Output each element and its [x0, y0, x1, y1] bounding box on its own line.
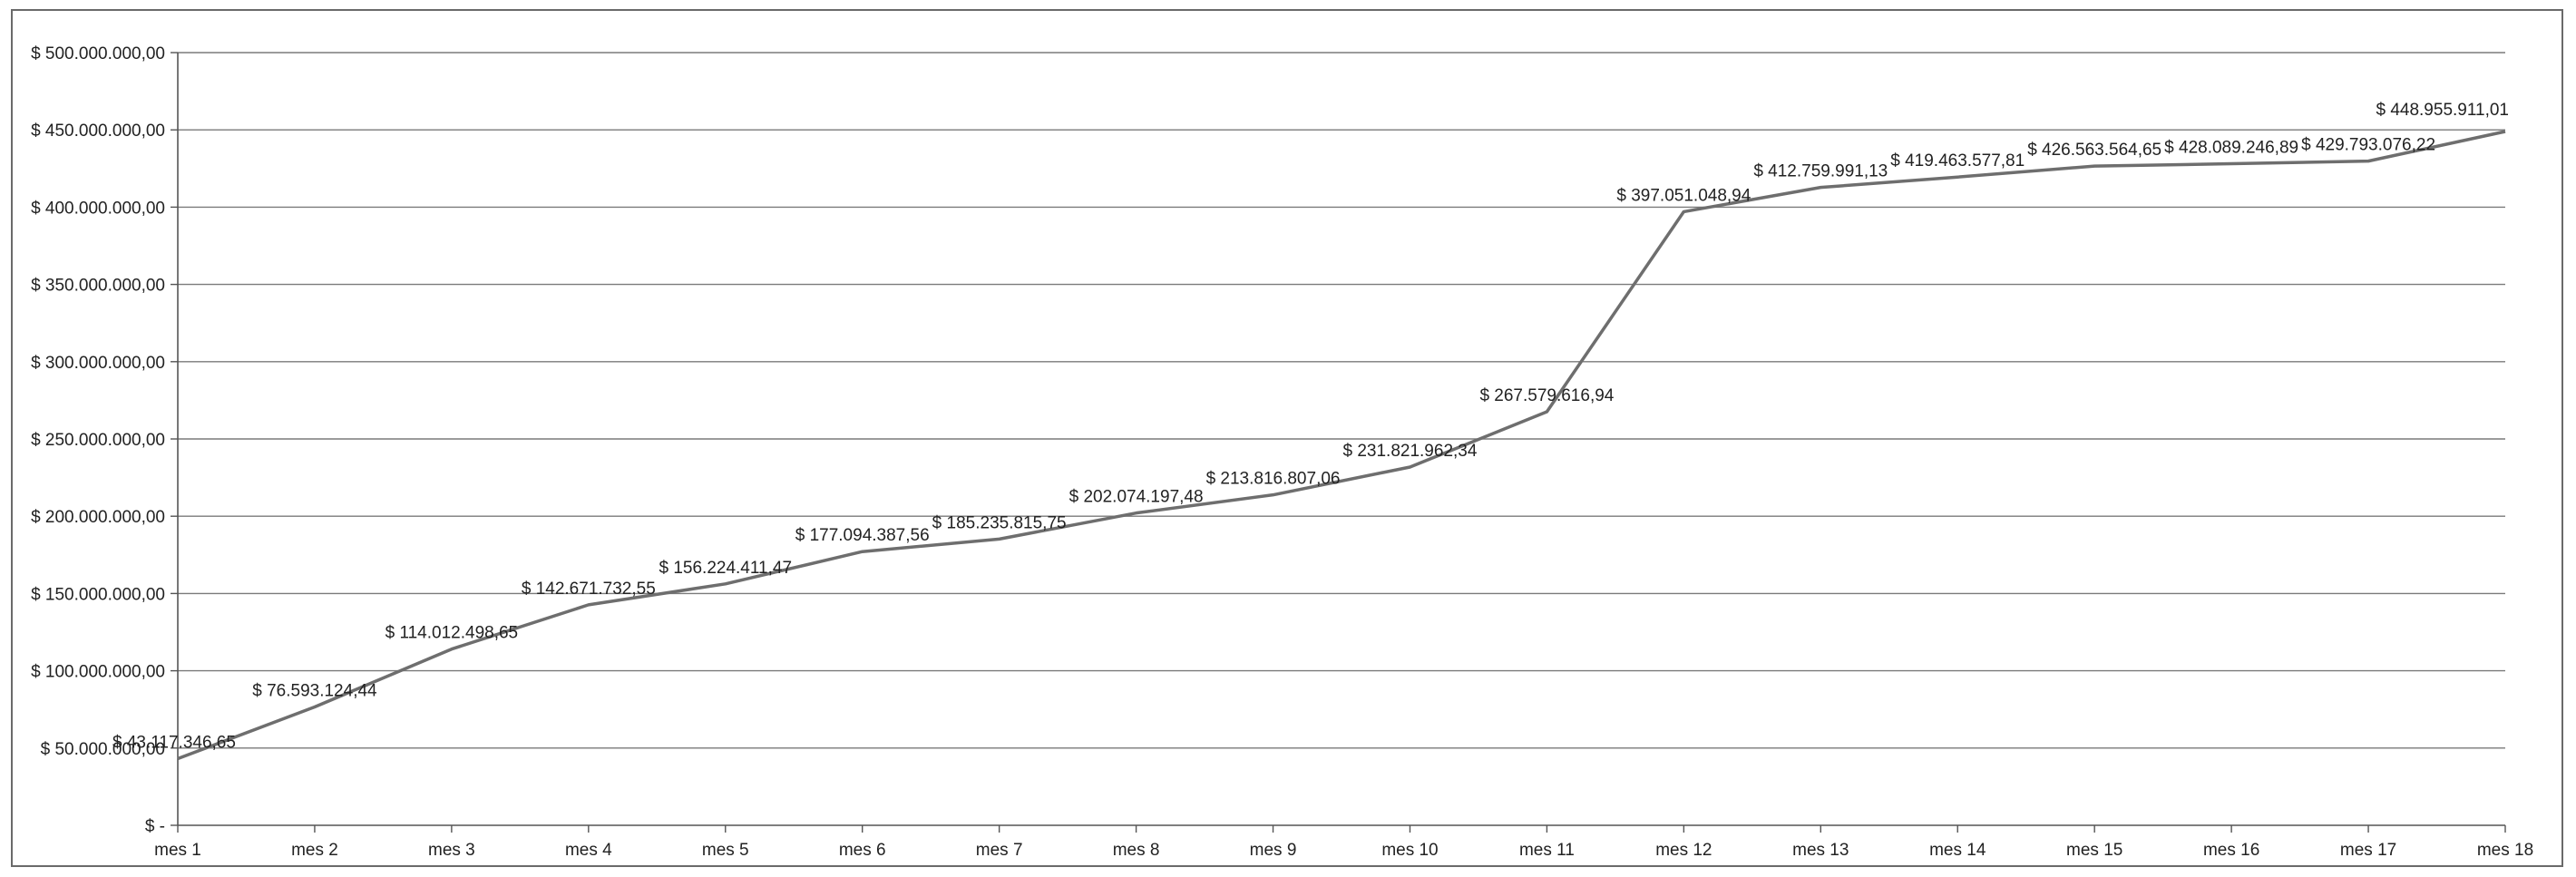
y-axis-ticks: $ - $ 50.000.000,00 $ 100.000.000,00 $ 150.…	[31, 44, 178, 836]
x-axis-ticks: mes 1 mes 2 mes 3 mes 4 mes 5 mes 6 mes 7 mes 8…	[154, 825, 2533, 860]
x-tick-label: mes 6	[839, 841, 886, 860]
data-label: $ 185.235.815,75	[932, 513, 1067, 532]
y-tick-label: $ 400.000.000,00	[31, 199, 165, 218]
x-tick-label: mes 15	[2066, 841, 2122, 860]
gridlines	[177, 52, 2505, 826]
data-label: $ 213.816.807,06	[1206, 470, 1341, 489]
x-tick-label: mes 13	[1792, 841, 1849, 860]
y-tick-label: $ 50.000.000,00	[41, 740, 165, 759]
y-tick-label: $ -	[145, 817, 165, 836]
data-label: $ 397.051.048,94	[1616, 186, 1751, 205]
data-label: $ 202.074.197,48	[1069, 488, 1204, 507]
data-label: $ 114.012.498,65	[385, 624, 519, 643]
data-label: $ 429.793.076,22	[2301, 136, 2435, 155]
x-tick-label: mes 12	[1655, 841, 1712, 860]
chart-frame	[11, 9, 2563, 867]
x-tick-label: mes 5	[702, 841, 749, 860]
data-label: $ 76.593.124,44	[252, 681, 377, 700]
y-tick-label: $ 100.000.000,00	[31, 663, 165, 682]
x-tick-label: mes 11	[1519, 841, 1575, 860]
x-tick-label: mes 8	[1113, 841, 1160, 860]
x-tick-label: mes 1	[154, 841, 201, 860]
x-tick-label: mes 14	[1929, 841, 1986, 860]
x-tick-label: mes 9	[1250, 841, 1297, 860]
x-tick-label: mes 2	[291, 841, 338, 860]
data-label: $ 177.094.387,56	[795, 526, 930, 545]
y-tick-label: $ 500.000.000,00	[31, 44, 165, 63]
data-label: $ 428.089.246,89	[2164, 139, 2298, 158]
data-label: $ 142.671.732,55	[522, 580, 656, 599]
series-line-group	[177, 130, 2506, 761]
data-labels: $ 43.117.346,65 $ 76.593.124,44 $ 114.012.…	[112, 101, 2509, 753]
y-tick-label: $ 250.000.000,00	[31, 431, 165, 450]
y-tick-label: $ 350.000.000,00	[31, 277, 165, 296]
data-label: $ 231.821.962,34	[1343, 442, 1478, 461]
x-tick-label: mes 18	[2477, 841, 2533, 860]
y-tick-label: $ 450.000.000,00	[31, 122, 165, 141]
data-label: $ 156.224.411,47	[659, 559, 793, 578]
series-line	[177, 130, 2506, 761]
x-tick-label: mes 7	[976, 841, 1023, 860]
y-tick-label: $ 300.000.000,00	[31, 354, 165, 373]
data-label: $ 448.955.911,01	[2376, 101, 2509, 120]
data-label: $ 267.579.616,94	[1479, 386, 1614, 405]
data-label: $ 412.759.991,13	[1753, 162, 1888, 181]
x-tick-label: mes 16	[2203, 841, 2259, 860]
x-tick-label: mes 10	[1381, 841, 1438, 860]
data-label: $ 419.463.577,81	[1890, 151, 2025, 171]
x-tick-label: mes 17	[2340, 841, 2396, 860]
x-tick-label: mes 3	[428, 841, 475, 860]
data-label: $ 43.117.346,65	[112, 734, 236, 753]
y-tick-label: $ 150.000.000,00	[31, 585, 165, 604]
data-label: $ 426.563.564,65	[2027, 141, 2161, 160]
y-tick-label: $ 200.000.000,00	[31, 508, 165, 527]
x-tick-label: mes 4	[565, 841, 612, 860]
